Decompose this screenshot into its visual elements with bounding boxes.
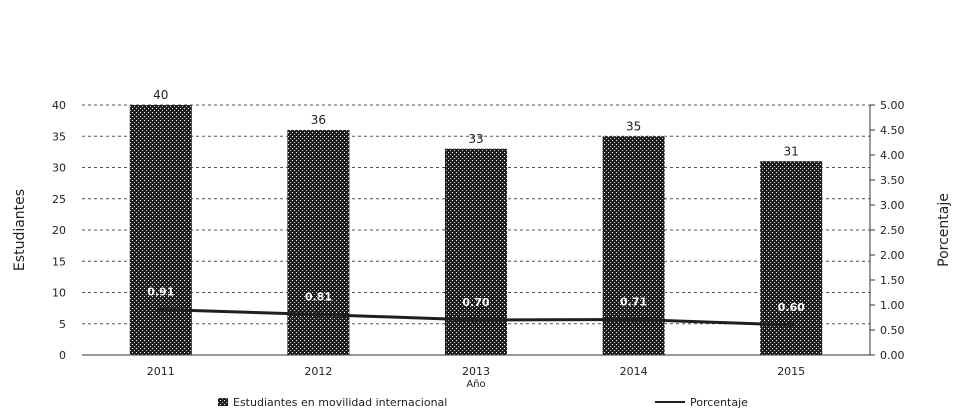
- bar-value-label: 40: [153, 88, 168, 102]
- bar-value-label: 35: [626, 119, 641, 133]
- legend-label-bar: Estudiantes en movilidad internacional: [233, 396, 447, 409]
- percentage-line: [157, 306, 795, 328]
- percentage-value-label: 0.60: [778, 301, 805, 314]
- y-right-tick-label: 0.50: [880, 324, 905, 337]
- x-tick-label: 2015: [777, 365, 805, 378]
- x-tick-label: 2011: [147, 365, 175, 378]
- y-tick-label: 25: [52, 193, 66, 206]
- legend-swatch-bar: [218, 398, 228, 406]
- y-right-tick-label: 2.00: [880, 249, 905, 262]
- y-tick-label: 30: [52, 162, 66, 175]
- data-labels: 40 36 33 35 31 0.91 0.81 0.70 0.71 0.60: [147, 88, 805, 314]
- y-axis-title: Estudiantes: [12, 189, 28, 271]
- y-tick-label: 35: [52, 130, 66, 143]
- bar-value-label: 31: [784, 144, 799, 158]
- y-right-tick-label: 1.50: [880, 274, 905, 287]
- y-tick-label: 5: [59, 318, 66, 331]
- y-right-tick-label: 4.50: [880, 124, 905, 137]
- bar: [445, 148, 507, 355]
- y-tick-label: 15: [52, 255, 66, 268]
- y-tick-label: 20: [52, 224, 66, 237]
- y-right-axis-title: Porcentaje: [936, 193, 952, 267]
- bar: [287, 130, 350, 355]
- y-right-tick-label: 5.00: [880, 99, 905, 112]
- x-tick-label: 2014: [620, 365, 648, 378]
- line-point: [157, 306, 164, 313]
- y-right-tick-label: 4.00: [880, 149, 905, 162]
- legend-label-line: Porcentaje: [690, 396, 748, 409]
- x-axis-title: Año: [466, 379, 485, 390]
- line-point: [788, 322, 795, 328]
- bar: [129, 105, 192, 355]
- bar-value-label: 36: [311, 113, 326, 127]
- legend: Estudiantes en movilidad internacional Po…: [218, 396, 748, 409]
- line-point: [473, 317, 479, 323]
- x-tick-label: 2012: [304, 365, 332, 378]
- percentage-value-label: 0.91: [147, 286, 174, 299]
- y-tick-label: 10: [52, 287, 66, 300]
- percentage-value-label: 0.81: [305, 291, 332, 304]
- y-right-tick-label: 3.00: [880, 199, 905, 212]
- y-right-tick-label: 3.50: [880, 174, 905, 187]
- line-point: [315, 311, 322, 318]
- bar-value-label: 33: [468, 132, 483, 146]
- y-tick-label: 0: [59, 349, 66, 362]
- line-point: [630, 316, 637, 323]
- y-tick-label: 40: [52, 99, 66, 112]
- y-right-tick-label: 2.50: [880, 224, 905, 237]
- x-tick-label: 2013: [462, 365, 490, 378]
- y-right-tick-label: 1.00: [880, 299, 905, 312]
- percentage-value-label: 0.70: [462, 296, 489, 309]
- percentage-value-label: 0.71: [620, 296, 647, 309]
- y-right-tick-label: 0.00: [880, 349, 905, 362]
- axes: 0 5 10 15 20 25 30 35 40 0.00 0.50 1.00 1.50 2.00 2.50…: [12, 99, 952, 390]
